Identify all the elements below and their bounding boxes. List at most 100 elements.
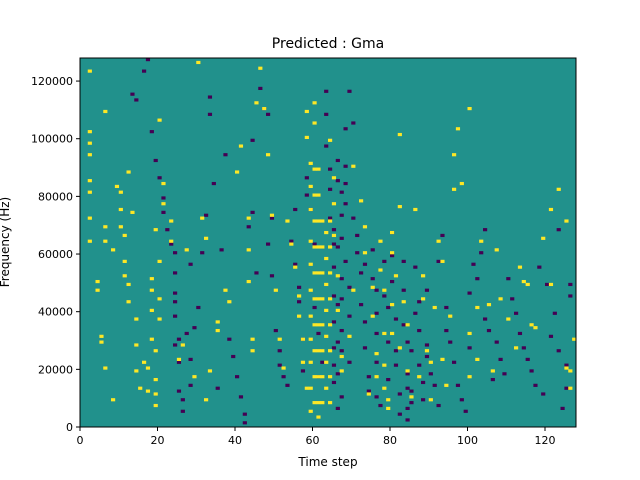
heatmap-cell-low: [405, 386, 410, 390]
heatmap-cell-high: [262, 107, 267, 111]
heatmap-cell-high: [246, 279, 251, 284]
heatmap-cell-low: [196, 305, 201, 310]
heatmap-cell-high: [196, 60, 201, 65]
heatmap-cell-low: [386, 377, 391, 382]
heatmap-cell-high: [362, 251, 368, 255]
heatmap-cell-high: [161, 202, 166, 206]
heatmap-cell-high: [382, 288, 387, 292]
heatmap-cell-high: [459, 181, 464, 186]
heatmap-cell-high: [351, 164, 356, 168]
heatmap-cell-high: [169, 219, 174, 223]
heatmap-cell-high: [308, 337, 313, 341]
heatmap-cell-high: [382, 331, 387, 336]
heatmap-cell-high: [328, 349, 333, 353]
heatmap-cell-low: [343, 181, 348, 186]
heatmap-cell-low: [211, 181, 216, 186]
heatmap-cell-low: [207, 95, 213, 99]
heatmap-cell-high: [320, 297, 325, 301]
heatmap-cell-low: [277, 363, 282, 367]
heatmap-cell-low: [424, 343, 430, 347]
heatmap-cell-high: [490, 369, 495, 373]
heatmap-cell-high: [405, 369, 410, 373]
heatmap-cell-low: [506, 277, 511, 281]
heatmap-cell-high: [103, 239, 108, 243]
heatmap-cell-low: [510, 297, 515, 301]
heatmap-cell-high: [351, 288, 356, 292]
heatmap-cell-high: [328, 297, 333, 301]
heatmap-cell-low: [541, 392, 546, 396]
heatmap-cell-low: [362, 346, 368, 350]
heatmap-cell-high: [153, 392, 158, 396]
heatmap-cell-high: [161, 181, 166, 186]
heatmap-cell-low: [258, 86, 263, 91]
heatmap-cell-low: [390, 254, 395, 258]
heatmap-cell-high: [122, 259, 127, 263]
y-tick-label: 20000: [38, 363, 73, 376]
heatmap-cell-high: [258, 66, 263, 70]
heatmap-cell-high: [304, 135, 309, 140]
heatmap-cell-low: [169, 242, 174, 246]
heatmap-cell-high: [486, 303, 492, 307]
heatmap-cell-high: [122, 233, 127, 238]
heatmap-cell-low: [343, 127, 348, 131]
heatmap-cell-low: [533, 383, 538, 387]
heatmap-cell-low: [188, 262, 193, 266]
heatmap-cell-high: [467, 331, 472, 336]
heatmap-cell-low: [246, 225, 251, 229]
heatmap-cell-low: [335, 340, 340, 344]
heatmap-cell-high: [448, 314, 453, 318]
heatmap-cell-low: [359, 271, 364, 275]
heatmap-cell-low: [316, 331, 321, 336]
heatmap-cell-low: [328, 167, 333, 171]
heatmap-cell-low: [324, 89, 329, 93]
heatmap-cell-high: [111, 248, 116, 252]
heatmap-cell-high: [250, 349, 255, 353]
heatmap-cell-high: [475, 305, 480, 310]
heatmap-cell-high: [328, 375, 333, 379]
heatmap-cell-low: [459, 398, 464, 402]
heatmap-cell-high: [285, 219, 290, 223]
heatmap-cell-low: [149, 130, 154, 134]
heatmap-cell-low: [490, 377, 495, 382]
heatmap-cell-low: [192, 326, 197, 330]
heatmap-cell-low: [320, 360, 325, 364]
heatmap-cell-low: [331, 380, 337, 385]
heatmap-cell-low: [405, 406, 410, 410]
heatmap-cell-low: [269, 274, 275, 278]
heatmap-cell-high: [157, 317, 162, 321]
heatmap-cell-low: [339, 236, 344, 240]
heatmap-cell-high: [300, 337, 306, 341]
heatmap-cell-low: [343, 164, 348, 168]
heatmap-cell-high: [118, 225, 123, 229]
heatmap-cell-low: [335, 158, 340, 163]
heatmap-cell-high: [467, 375, 472, 379]
heatmap-cell-low: [409, 389, 414, 393]
heatmap-cell-high: [331, 176, 337, 180]
heatmap-cell-low: [370, 277, 375, 281]
heatmap-cell-high: [452, 153, 457, 157]
heatmap-cell-high: [122, 274, 127, 278]
heatmap-cell-low: [444, 305, 449, 310]
heatmap-cell-high: [99, 340, 104, 344]
heatmap-cell-low: [486, 328, 492, 333]
heatmap-cell-low: [184, 331, 189, 336]
heatmap-cell-low: [448, 340, 453, 344]
heatmap-cell-high: [324, 308, 329, 312]
heatmap-cell-high: [397, 205, 402, 209]
heatmap-cell-low: [173, 271, 178, 275]
heatmap-cell-low: [436, 403, 441, 408]
heatmap-cell-high: [432, 305, 437, 310]
heatmap-cell-high: [316, 323, 321, 327]
heatmap-cell-high: [293, 265, 298, 269]
heatmap-cell-low: [471, 262, 476, 266]
heatmap-cell-low: [173, 343, 178, 347]
heatmap-cell-high: [157, 259, 162, 263]
heatmap-cell-low: [401, 288, 406, 292]
heatmap-cell-low: [355, 251, 360, 255]
heatmap-cell-low: [335, 406, 340, 410]
heatmap-cell-high: [308, 207, 313, 212]
heatmap-cell-high: [134, 317, 139, 321]
heatmap-cell-high: [149, 277, 154, 281]
heatmap-cell-high: [312, 219, 317, 223]
heatmap-cell-high: [366, 392, 371, 396]
